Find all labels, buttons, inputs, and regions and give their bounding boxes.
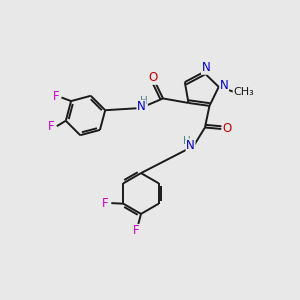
Text: F: F xyxy=(102,196,109,210)
Text: N: N xyxy=(186,139,195,152)
Text: N: N xyxy=(202,61,210,74)
Text: N: N xyxy=(137,100,146,113)
Text: N: N xyxy=(220,80,229,92)
Text: O: O xyxy=(148,71,158,84)
Text: CH₃: CH₃ xyxy=(233,87,254,97)
Text: F: F xyxy=(133,224,140,238)
Text: F: F xyxy=(53,90,59,104)
Text: H: H xyxy=(183,136,191,146)
Text: F: F xyxy=(48,120,55,133)
Text: H: H xyxy=(140,96,147,106)
Text: O: O xyxy=(222,122,232,136)
